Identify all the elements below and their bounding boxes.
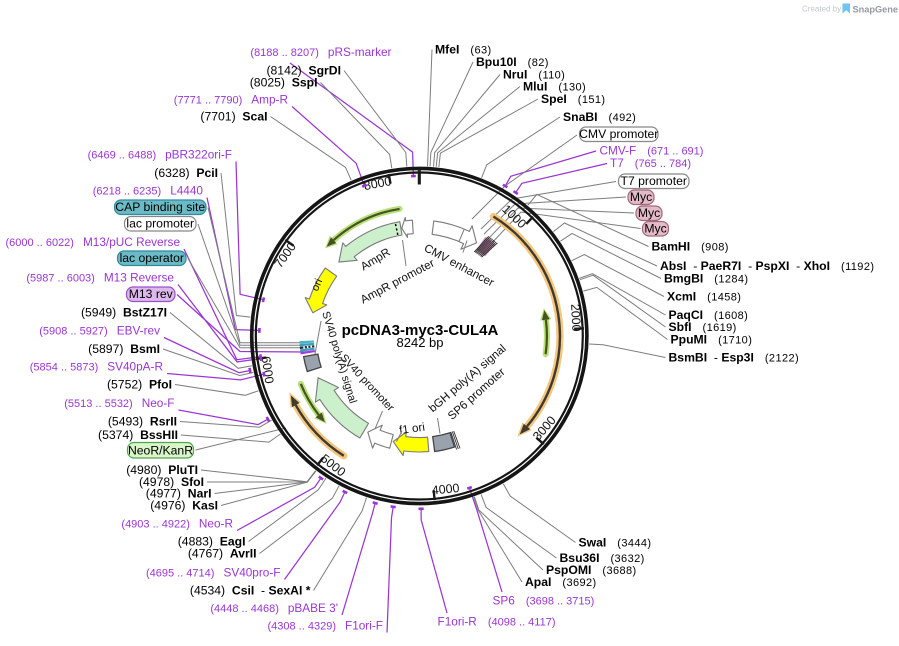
- svg-text:Myc: Myc: [644, 222, 666, 236]
- svg-text:(6328) PciI: (6328) PciI: [154, 166, 218, 180]
- svg-text:CMV promoter: CMV promoter: [579, 127, 658, 141]
- svg-text:NeoR/KanR: NeoR/KanR: [128, 444, 193, 458]
- svg-text:(8025) SspI: (8025) SspI: [250, 76, 318, 90]
- svg-text:lac operator: lac operator: [120, 251, 184, 265]
- svg-text:(5374) BssHII: (5374) BssHII: [98, 428, 178, 442]
- svg-text:(5752) PfoI: (5752) PfoI: [107, 378, 172, 392]
- svg-text:(4767) AvrII: (4767) AvrII: [188, 547, 257, 561]
- svg-text:(4448 .. 4468)pBABE 3': (4448 .. 4468)pBABE 3': [210, 601, 338, 615]
- svg-text:8242 bp: 8242 bp: [397, 335, 444, 350]
- svg-text:BsmBI - Esp3I(2122): BsmBI - Esp3I(2122): [669, 351, 800, 365]
- svg-text:CAP binding site: CAP binding site: [115, 200, 205, 214]
- svg-text:(5854 .. 5873)SV40pA-R: (5854 .. 5873)SV40pA-R: [30, 360, 163, 374]
- svg-text:T7(765 .. 784): T7(765 .. 784): [610, 156, 691, 170]
- svg-text:4000: 4000: [431, 481, 460, 498]
- svg-text:Myc: Myc: [630, 190, 652, 204]
- svg-text:(6218 .. 6235)L4440: (6218 .. 6235)L4440: [93, 184, 204, 198]
- svg-text:F1ori-R(4098 .. 4117): F1ori-R(4098 .. 4117): [438, 615, 556, 629]
- svg-text:(4903 .. 4922)Neo-R: (4903 .. 4922)Neo-R: [121, 517, 233, 531]
- svg-text:T7 promoter: T7 promoter: [621, 174, 687, 188]
- svg-text:SP6(3698 .. 3715): SP6(3698 .. 3715): [493, 594, 595, 608]
- svg-text:PspOMI(3688): PspOMI(3688): [546, 563, 637, 577]
- svg-text:(7701) ScaI: (7701) ScaI: [200, 110, 267, 124]
- svg-text:(4976) KasI: (4976) KasI: [150, 499, 218, 513]
- svg-text:Created by: Created by: [802, 5, 841, 14]
- svg-text:lac promoter: lac promoter: [126, 217, 194, 231]
- svg-text:(5908 .. 5927)EBV-rev: (5908 .. 5927)EBV-rev: [39, 324, 160, 338]
- svg-text:(5897) BsmI: (5897) BsmI: [88, 342, 160, 356]
- svg-text:(4534) CsiI - SexAI *: (4534) CsiI - SexAI *: [190, 584, 311, 598]
- svg-text:(4695 .. 4714)SV40pro-F: (4695 .. 4714)SV40pro-F: [146, 566, 281, 580]
- svg-text:Myc: Myc: [638, 206, 660, 220]
- svg-text:M13 rev: M13 rev: [129, 287, 174, 301]
- svg-text:(6000 .. 6022)M13/pUC Reverse: (6000 .. 6022)M13/pUC Reverse: [5, 235, 180, 249]
- svg-text:(4308 .. 4329)F1ori-F: (4308 .. 4329)F1ori-F: [267, 619, 383, 633]
- svg-text:(5493) RsrII: (5493) RsrII: [108, 415, 177, 429]
- svg-text:SnapGene: SnapGene: [853, 5, 898, 15]
- svg-text:(5949) BstZ17I: (5949) BstZ17I: [81, 306, 167, 320]
- svg-text:2000: 2000: [568, 304, 583, 332]
- svg-text:(7771 .. 7790)Amp-R: (7771 .. 7790)Amp-R: [174, 93, 288, 107]
- svg-text:(5513 .. 5532)Neo-F: (5513 .. 5532)Neo-F: [64, 396, 174, 410]
